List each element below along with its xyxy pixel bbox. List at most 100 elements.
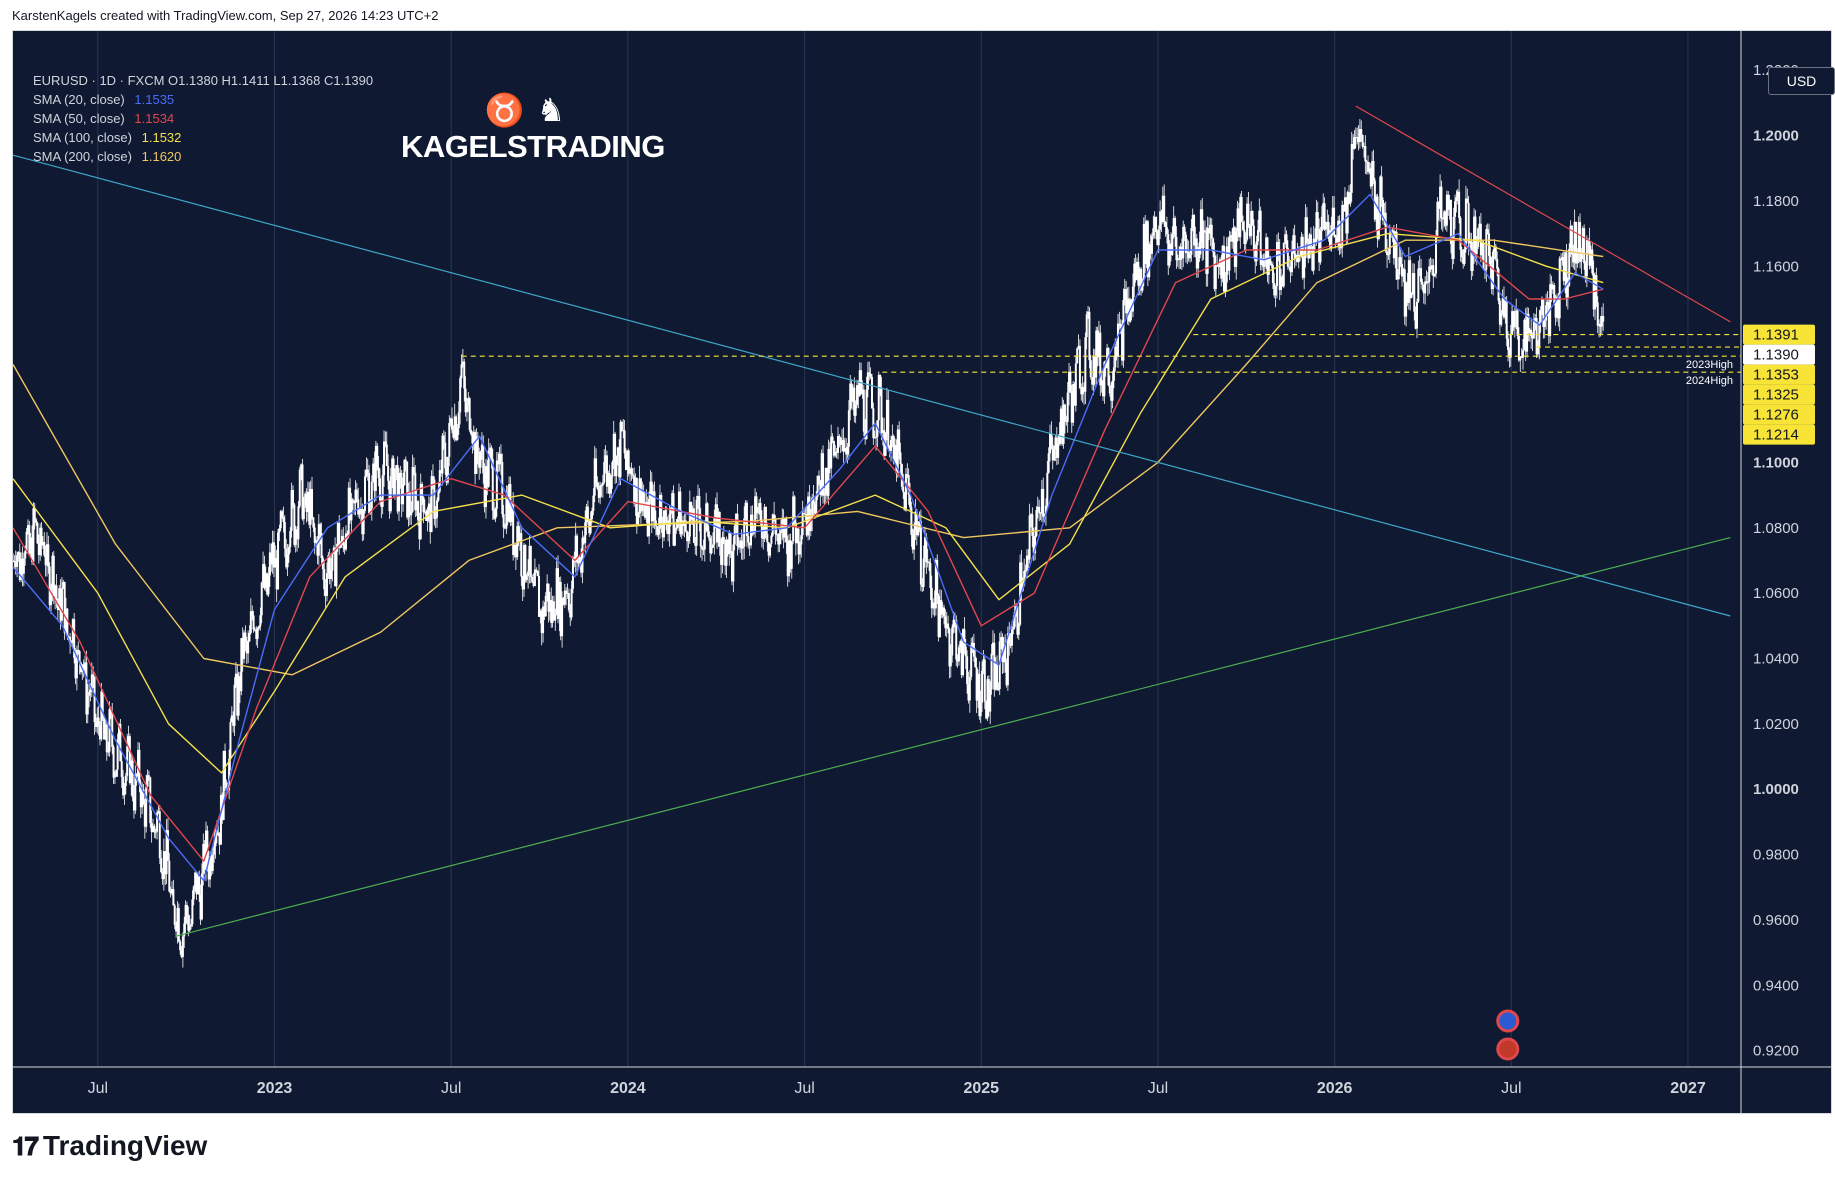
candle-body [452,429,455,438]
candle-body [1270,263,1273,266]
candle-body [1481,242,1484,256]
sma50-legend[interactable]: SMA (50, close) 1.1534 [33,109,373,128]
candle-body [459,378,462,413]
candle-body [604,455,607,463]
candle-body [145,786,148,827]
candle-body [1356,137,1359,139]
candle-body [703,522,706,550]
candle-body [97,717,100,727]
candle-body [1429,266,1432,270]
candle-body [737,546,740,548]
candle-body [854,405,857,416]
candle-body [923,537,926,559]
candle-body [143,804,146,827]
candle-body [1140,268,1143,291]
candle-body [370,481,373,509]
candle-body [1000,637,1003,642]
candle-body [983,659,986,702]
candle-body [1082,386,1085,392]
candle-body [296,529,299,540]
price-label-bg [1743,384,1815,405]
candle-body [728,532,731,555]
candle-body [918,521,921,530]
symbol-info[interactable]: EURUSD · 1D · FXCM O1.1380 H1.1411 L1.13… [33,73,374,88]
sma20-legend[interactable]: SMA (20, close) 1.1535 [33,90,373,109]
candle-body [801,513,804,536]
sma100-legend[interactable]: SMA (100, close) 1.1532 [33,128,373,147]
candle-body [1214,266,1217,290]
candle-body [822,453,825,496]
candle-body [1402,269,1405,277]
candle-body [1208,227,1211,234]
candle-body [24,551,27,559]
candle-body [624,453,627,471]
sma200-legend[interactable]: SMA (200, close) 1.1620 [33,147,373,166]
candle-body [453,416,456,438]
candle-body [215,829,218,836]
candle-body [351,499,354,502]
candle-body [1074,363,1077,406]
candle-body [1455,197,1458,202]
candle-body [260,582,263,616]
candle-body [25,531,28,552]
candle-body [33,508,36,520]
candle-body [1474,216,1477,254]
candle-body [1588,240,1591,266]
candle-body [694,542,697,546]
candle-body [1451,243,1454,259]
candle-body [457,412,460,429]
candle-body [1110,393,1113,401]
candle-body [1536,347,1539,355]
candle-body [913,529,916,550]
candle-body [1459,217,1462,250]
candle-body [461,361,464,365]
candle-body [108,709,111,752]
candle-body [1554,303,1557,318]
candle-body [116,739,119,770]
candle-body [226,788,229,791]
candle-body [1089,360,1092,378]
candle-body [493,510,496,519]
candle-body [252,615,255,630]
candle-body [1237,208,1240,238]
candle-body [434,517,437,519]
candle-body [1531,336,1534,339]
candle-body [794,522,797,544]
candle-body [669,508,672,515]
candle-body [566,592,569,594]
price-chart[interactable]: 2023High2024High1.22001.20001.18001.1600… [13,31,1831,1113]
candle-body [385,444,388,466]
candle-body [1524,319,1527,352]
candle-body [1206,227,1209,274]
candle-body [165,830,168,875]
candle-body [601,482,604,486]
tradingview-logo[interactable]: 𝟏𝟕 TradingView [12,1130,207,1163]
y-tick-label: 1.0200 [1753,716,1799,733]
us-event-icon[interactable] [1496,1037,1520,1061]
sma100-value: 1.1532 [141,130,182,145]
candle-body [188,926,191,931]
candle-body [1235,231,1238,267]
candle-body [1191,214,1194,229]
candle-body [953,619,956,621]
candle-body [65,608,68,633]
candle-body [162,851,165,880]
candle-body [1417,268,1420,302]
candle-body [618,447,621,478]
candle-body [1543,320,1546,328]
y-tick-label: 1.0000 [1753,781,1799,798]
candle-body [262,564,265,583]
candle-body [721,536,724,565]
candle-body [247,641,250,654]
candle-body [955,619,958,660]
candle-body [1443,211,1446,220]
candle-body [1150,235,1153,254]
candle-body [1042,488,1045,517]
currency-button[interactable]: USD [1768,67,1835,95]
candle-body [1439,186,1442,209]
candle-body [354,489,357,504]
candle-body [677,491,680,520]
chart-pane[interactable]: 2023High2024High1.22001.20001.18001.1600… [12,30,1835,1114]
eu-event-icon[interactable] [1496,1009,1520,1033]
candle-body [1550,284,1553,290]
